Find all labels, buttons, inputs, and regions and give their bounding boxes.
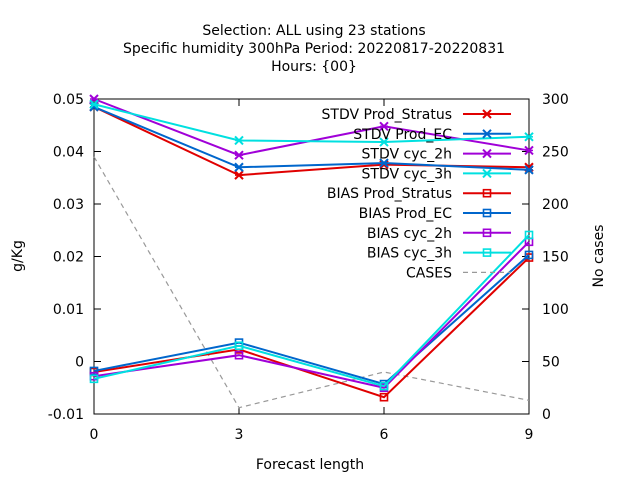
legend-label: BIAS Prod_Stratus	[327, 186, 452, 202]
data-point	[524, 230, 534, 240]
series-stdv-cyc-3h	[89, 99, 534, 147]
data-point	[524, 145, 534, 156]
data-point	[379, 381, 389, 391]
y-tick-label: 0.02	[53, 250, 84, 266]
title-line-1: Selection: ALL using 23 stations	[202, 23, 425, 39]
legend-label: CASES	[406, 265, 452, 281]
chart-title: Selection: ALL using 23 stations Specifi…	[123, 23, 505, 75]
data-point	[234, 170, 244, 180]
data-point	[524, 250, 534, 260]
legend-label: STDV cyc_3h	[362, 166, 452, 182]
series-line	[93, 156, 530, 409]
y-tick-label: 0	[75, 355, 84, 371]
legend-label: STDV cyc_2h	[362, 147, 452, 163]
legend-marker	[482, 228, 492, 238]
data-point	[234, 341, 244, 351]
title-line-2: Specific humidity 300hPa Period: 2022081…	[123, 41, 505, 57]
data-point	[234, 150, 244, 160]
y-tick-label: -0.01	[48, 407, 84, 423]
legend-label: STDV Prod_Stratus	[322, 107, 452, 123]
legend-marker	[482, 109, 492, 119]
y2-tick-label: 250	[542, 145, 569, 161]
series-line	[93, 98, 530, 157]
legend-item: CASES	[406, 265, 511, 281]
series-line	[93, 241, 530, 389]
legend-marker	[482, 208, 492, 218]
data-point	[234, 162, 244, 172]
x-axis: 0 3 6 9	[90, 99, 534, 443]
data-point	[379, 158, 389, 168]
y-tick-label: 0.03	[53, 197, 84, 213]
legend-marker	[482, 188, 492, 198]
y-tick-label: 0.05	[53, 92, 84, 108]
legend-item: BIAS Prod_Stratus	[327, 186, 511, 202]
data-point	[524, 132, 534, 142]
series-stdv-cyc-2h	[89, 94, 534, 160]
data-point	[89, 366, 99, 376]
legend-item: STDV Prod_Stratus	[322, 107, 511, 123]
x-tick-label: 0	[90, 427, 99, 443]
data-point	[379, 137, 389, 147]
y2-tick-label: 150	[542, 250, 569, 266]
series-line	[93, 256, 530, 399]
series-bias-cyc-3h	[89, 230, 534, 391]
data-point	[89, 374, 99, 384]
legend-item: STDV cyc_2h	[362, 147, 511, 163]
legend-marker	[482, 168, 492, 179]
title-line-3: Hours: {00}	[271, 59, 357, 75]
data-point	[234, 135, 244, 146]
series-line	[93, 103, 530, 144]
y2-tick-label: 100	[542, 302, 569, 318]
x-tick-label: 9	[525, 427, 534, 443]
legend-item: BIAS cyc_3h	[367, 246, 511, 262]
x-tick-label: 6	[380, 427, 389, 443]
x-tick-label: 3	[235, 427, 244, 443]
series-bias-cyc-2h	[89, 237, 534, 393]
series-cases	[93, 156, 530, 409]
legend-item: BIAS cyc_2h	[367, 226, 511, 242]
legend-label: BIAS cyc_2h	[367, 226, 452, 242]
y-tick-label: 0.01	[53, 302, 84, 318]
legend-item: BIAS Prod_EC	[359, 206, 511, 222]
y-axis-label: g/Kg	[10, 240, 26, 272]
series-line	[93, 234, 530, 388]
data-point	[524, 165, 534, 175]
data-point	[89, 99, 99, 109]
legend-marker	[482, 129, 492, 139]
legend-item: STDV cyc_3h	[362, 166, 511, 182]
y2-tick-label: 300	[542, 92, 569, 108]
legend-marker	[482, 248, 492, 257]
data-point	[379, 392, 389, 402]
series-bias-prod-stratus	[89, 253, 534, 402]
y2-tick-label: 50	[542, 355, 560, 371]
legend-label: BIAS Prod_EC	[359, 206, 453, 222]
y2-tick-label: 0	[542, 407, 551, 423]
data-point	[234, 350, 244, 360]
y-tick-label: 0.04	[53, 145, 84, 161]
y2-axis: 300 250 200 150 100 50 0	[522, 92, 569, 423]
legend-label: STDV Prod_EC	[353, 127, 452, 143]
legend-item: STDV Prod_EC	[353, 127, 511, 143]
data-point	[379, 121, 389, 132]
legend-label: BIAS cyc_3h	[367, 246, 452, 262]
series-layer	[89, 94, 534, 409]
x-axis-label: Forecast length	[256, 457, 364, 473]
y2-axis-label: No cases	[591, 225, 607, 288]
y2-tick-label: 200	[542, 197, 569, 213]
legend: STDV Prod_Stratus STDV Prod_EC STDV cyc_2h…	[322, 107, 511, 281]
series-line	[93, 105, 530, 171]
legend-marker	[482, 148, 492, 159]
series-line	[93, 254, 530, 386]
y-axis: 0.05 0.04 0.03 0.02 0.01 0 -0.01	[48, 92, 101, 423]
